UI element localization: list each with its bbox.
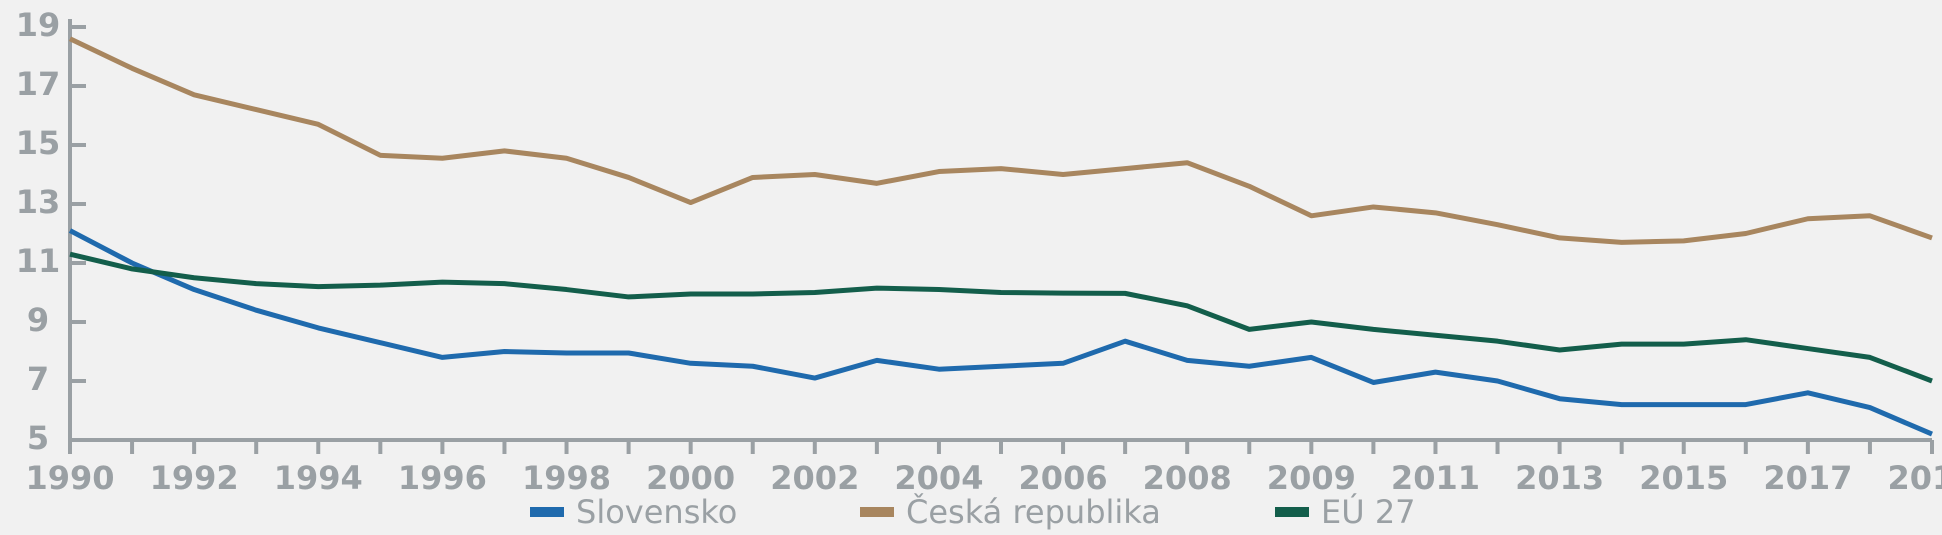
legend-label: Česká republika: [906, 492, 1161, 531]
y-tick-label: 5: [27, 419, 49, 457]
line: [69, 251, 1933, 384]
x-tick-label: 2013: [1515, 459, 1604, 497]
x-tick-label: 2006: [1019, 459, 1108, 497]
x-tick-label: 2004: [894, 459, 983, 497]
legend-swatch: [530, 507, 564, 517]
legend-swatch: [860, 507, 894, 517]
y-tick-label: 17: [16, 65, 61, 103]
x-tick-label: 1994: [274, 459, 363, 497]
y-tick-label: 11: [16, 242, 61, 280]
legend-label: Slovensko: [576, 493, 737, 531]
x-tick-label: 2002: [770, 459, 859, 497]
x-tick-label: 1996: [398, 459, 487, 497]
y-tick-label: 7: [27, 360, 49, 398]
x-tick-label: 2000: [646, 459, 735, 497]
x-tick-label: 1992: [150, 459, 239, 497]
y-tick-label: 9: [27, 301, 49, 339]
x-tick-label: 2009: [1267, 459, 1356, 497]
legend-swatch: [1275, 507, 1309, 517]
x-tick-label: 2008: [1143, 459, 1232, 497]
x-tick-label: 2011: [1391, 459, 1480, 497]
x-tick-label: 1998: [522, 459, 611, 497]
y-tick-label: 13: [16, 183, 61, 221]
legend-label: EÚ 27: [1321, 492, 1416, 531]
x-tick-label: 2019: [1887, 459, 1942, 497]
line: [68, 36, 1933, 245]
x-tick-label: 2015: [1639, 459, 1728, 497]
y-tick-label: 19: [16, 6, 61, 44]
y-tick-label: 15: [16, 124, 61, 162]
x-tick-label: 1990: [25, 459, 114, 497]
x-tick-label: 2017: [1763, 459, 1852, 497]
line: [68, 228, 1933, 437]
